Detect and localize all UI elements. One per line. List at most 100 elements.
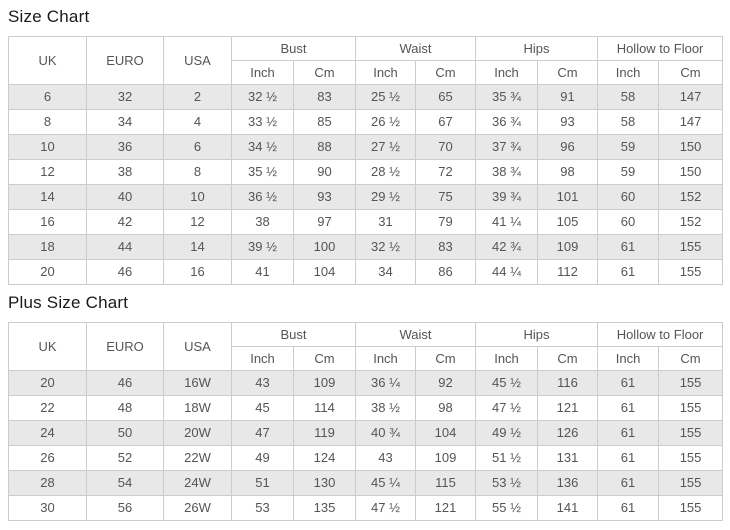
table-cell: 47 ½ bbox=[475, 395, 539, 421]
table-cell: 44 ¼ bbox=[475, 259, 539, 285]
table-cell: 33 ½ bbox=[231, 109, 294, 135]
table-cell: 65 bbox=[415, 84, 477, 110]
table-row: 20 46 16 41 104 34 86 44 ¼ 112 61 155 bbox=[8, 259, 724, 285]
table-cell: 29 ½ bbox=[355, 184, 417, 210]
table-cell: 109 bbox=[292, 370, 357, 396]
table-cell: 60 bbox=[597, 184, 660, 210]
table-cell: 115 bbox=[415, 470, 477, 496]
col-subheader-bust-inch: Inch bbox=[231, 346, 294, 371]
table-cell: 32 bbox=[86, 84, 164, 110]
table-cell: 47 ½ bbox=[355, 495, 417, 521]
col-subheader-hollow-cm: Cm bbox=[658, 60, 724, 85]
col-group-hips: Hips bbox=[475, 322, 599, 347]
col-group-waist: Waist bbox=[355, 322, 477, 347]
col-group-hips: Hips bbox=[475, 36, 599, 61]
table-cell: 41 bbox=[231, 259, 294, 285]
table-cell: 53 bbox=[231, 495, 294, 521]
table-cell: 45 ¼ bbox=[355, 470, 417, 496]
table-cell: 26 bbox=[8, 445, 87, 471]
table-cell: 49 bbox=[231, 445, 294, 471]
table-cell: 18 bbox=[8, 234, 87, 260]
table-cell: 54 bbox=[86, 470, 164, 496]
table-cell: 97 bbox=[292, 209, 357, 235]
table-cell: 31 bbox=[355, 209, 417, 235]
table-cell: 58 bbox=[597, 109, 660, 135]
table-cell: 61 bbox=[597, 445, 660, 471]
col-header-uk: UK bbox=[8, 36, 87, 85]
table-row: 22 48 18W 45 114 38 ½ 98 47 ½ 121 61 155 bbox=[8, 395, 724, 421]
table-cell: 34 bbox=[355, 259, 417, 285]
table-cell: 16 bbox=[163, 259, 232, 285]
table-cell: 10 bbox=[8, 134, 87, 160]
table-cell: 116 bbox=[537, 370, 599, 396]
table-cell: 98 bbox=[415, 395, 477, 421]
table-cell: 28 ½ bbox=[355, 159, 417, 185]
table-cell: 2 bbox=[163, 84, 232, 110]
table-cell: 8 bbox=[163, 159, 232, 185]
table-cell: 38 ½ bbox=[355, 395, 417, 421]
table-cell: 61 bbox=[597, 470, 660, 496]
table-cell: 27 ½ bbox=[355, 134, 417, 160]
table-cell: 37 ¾ bbox=[475, 134, 539, 160]
table-cell: 6 bbox=[163, 134, 232, 160]
table-cell: 47 bbox=[231, 420, 294, 446]
table-cell: 90 bbox=[292, 159, 357, 185]
table-cell: 98 bbox=[537, 159, 599, 185]
col-header-uk: UK bbox=[8, 322, 87, 371]
table-cell: 70 bbox=[415, 134, 477, 160]
col-subheader-waist-cm: Cm bbox=[415, 346, 477, 371]
table-cell: 155 bbox=[658, 370, 724, 396]
plus-size-chart-table-body: 20 46 16W 43 109 36 ¼ 92 45 ½ 116 61 155 22 48 18W 45 1… bbox=[8, 370, 724, 521]
table-cell: 61 bbox=[597, 370, 660, 396]
table-cell: 41 ¼ bbox=[475, 209, 539, 235]
table-cell: 24 bbox=[8, 420, 87, 446]
header-row-groups: UK EURO USA Bust Waist Hips Hollow to Fl… bbox=[8, 36, 724, 85]
table-cell: 28 bbox=[8, 470, 87, 496]
table-cell: 155 bbox=[658, 259, 724, 285]
table-cell: 32 ½ bbox=[231, 84, 294, 110]
table-cell: 6 bbox=[8, 84, 87, 110]
col-subheader-hips-inch: Inch bbox=[475, 346, 539, 371]
col-header-euro: EURO bbox=[86, 322, 164, 371]
table-cell: 36 bbox=[86, 134, 164, 160]
col-subheader-hollow-inch: Inch bbox=[597, 346, 660, 371]
table-cell: 26 ½ bbox=[355, 109, 417, 135]
table-cell: 61 bbox=[597, 234, 660, 260]
table-cell: 155 bbox=[658, 470, 724, 496]
table-row: 10 36 6 34 ½ 88 27 ½ 70 37 ¾ 96 59 150 bbox=[8, 134, 724, 160]
table-cell: 32 ½ bbox=[355, 234, 417, 260]
table-cell: 38 bbox=[86, 159, 164, 185]
table-cell: 46 bbox=[86, 259, 164, 285]
table-row: 14 40 10 36 ½ 93 29 ½ 75 39 ¾ 101 60 152 bbox=[8, 184, 724, 210]
table-cell: 155 bbox=[658, 234, 724, 260]
table-row: 26 52 22W 49 124 43 109 51 ½ 131 61 155 bbox=[8, 445, 724, 471]
table-cell: 124 bbox=[292, 445, 357, 471]
size-chart-section: Size Chart UK EURO USA Bust Waist Hips H… bbox=[8, 6, 724, 285]
size-chart-title: Size Chart bbox=[8, 7, 90, 26]
table-cell: 42 ¾ bbox=[475, 234, 539, 260]
col-subheader-hollow-cm: Cm bbox=[658, 346, 724, 371]
table-cell: 152 bbox=[658, 184, 724, 210]
table-cell: 26W bbox=[163, 495, 232, 521]
table-cell: 43 bbox=[355, 445, 417, 471]
table-cell: 91 bbox=[537, 84, 599, 110]
table-row: 16 42 12 38 97 31 79 41 ¼ 105 60 152 bbox=[8, 209, 724, 235]
table-cell: 49 ½ bbox=[475, 420, 539, 446]
col-subheader-hollow-inch: Inch bbox=[597, 60, 660, 85]
table-cell: 92 bbox=[415, 370, 477, 396]
table-row: 6 32 2 32 ½ 83 25 ½ 65 35 ¾ 91 58 147 bbox=[8, 84, 724, 110]
table-cell: 45 bbox=[231, 395, 294, 421]
table-cell: 35 ½ bbox=[231, 159, 294, 185]
table-cell: 51 ½ bbox=[475, 445, 539, 471]
table-cell: 18W bbox=[163, 395, 232, 421]
table-row: 18 44 14 39 ½ 100 32 ½ 83 42 ¾ 109 61 155 bbox=[8, 234, 724, 260]
table-cell: 61 bbox=[597, 495, 660, 521]
table-cell: 114 bbox=[292, 395, 357, 421]
table-cell: 93 bbox=[292, 184, 357, 210]
table-row: 24 50 20W 47 119 40 ¾ 104 49 ½ 126 61 155 bbox=[8, 420, 724, 446]
col-subheader-hips-inch: Inch bbox=[475, 60, 539, 85]
table-cell: 25 ½ bbox=[355, 84, 417, 110]
table-cell: 59 bbox=[597, 134, 660, 160]
table-cell: 34 bbox=[86, 109, 164, 135]
table-cell: 121 bbox=[537, 395, 599, 421]
